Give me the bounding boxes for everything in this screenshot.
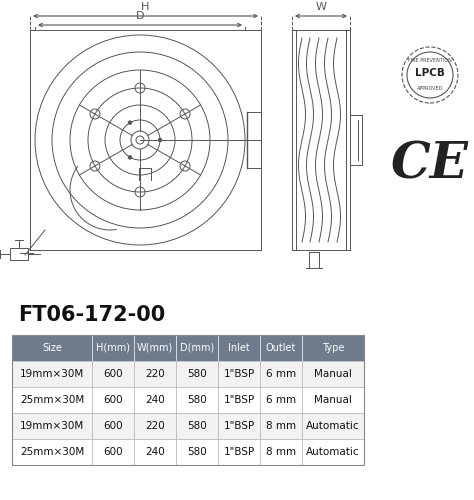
Bar — [302, 439, 364, 465]
Bar — [134, 413, 176, 439]
Text: 6 mm: 6 mm — [266, 395, 296, 405]
Text: 1"BSP: 1"BSP — [223, 447, 255, 457]
Text: Automatic: Automatic — [306, 447, 360, 457]
Bar — [260, 439, 302, 465]
Bar — [218, 335, 260, 361]
Text: 220: 220 — [145, 421, 165, 431]
Bar — [12, 361, 92, 387]
Bar — [176, 361, 218, 387]
Text: Manual: Manual — [314, 395, 352, 405]
Text: Inlet: Inlet — [228, 343, 250, 353]
Text: 600: 600 — [103, 421, 123, 431]
Text: 19mm×30M: 19mm×30M — [20, 421, 84, 431]
Bar — [302, 361, 364, 387]
Bar — [260, 361, 302, 387]
Text: 8 mm: 8 mm — [266, 447, 296, 457]
Text: 19mm×30M: 19mm×30M — [20, 369, 84, 379]
Text: 580: 580 — [187, 369, 207, 379]
Bar — [12, 335, 92, 361]
Circle shape — [407, 52, 453, 98]
Text: 1"BSP: 1"BSP — [223, 395, 255, 405]
Bar — [218, 439, 260, 465]
Bar — [218, 361, 260, 387]
Bar — [134, 439, 176, 465]
Bar — [12, 413, 92, 439]
Text: CE: CE — [391, 140, 469, 190]
Text: 220: 220 — [145, 369, 165, 379]
Text: Type: Type — [322, 343, 344, 353]
Circle shape — [128, 120, 132, 124]
Text: APPROVED: APPROVED — [417, 86, 443, 90]
Text: FT06-172-00: FT06-172-00 — [18, 305, 165, 325]
Bar — [134, 335, 176, 361]
Bar — [134, 361, 176, 387]
Bar — [302, 387, 364, 413]
Text: Outlet: Outlet — [266, 343, 296, 353]
Circle shape — [128, 156, 132, 160]
Text: 580: 580 — [187, 421, 207, 431]
Text: H: H — [141, 2, 150, 12]
Bar — [176, 439, 218, 465]
Text: H(mm): H(mm) — [96, 343, 130, 353]
Text: 240: 240 — [145, 395, 165, 405]
Text: 1"BSP: 1"BSP — [223, 369, 255, 379]
Bar — [260, 335, 302, 361]
Text: W(mm): W(mm) — [137, 343, 173, 353]
Text: W: W — [316, 2, 327, 12]
Text: 240: 240 — [145, 447, 165, 457]
Bar — [12, 335, 364, 465]
Bar — [218, 387, 260, 413]
Bar — [176, 387, 218, 413]
Text: 580: 580 — [187, 447, 207, 457]
Text: FIRE PREVENTION: FIRE PREVENTION — [408, 58, 452, 64]
Text: 25mm×30M: 25mm×30M — [20, 447, 84, 457]
Bar — [176, 413, 218, 439]
Text: 8 mm: 8 mm — [266, 421, 296, 431]
Text: 6 mm: 6 mm — [266, 369, 296, 379]
Bar — [92, 439, 134, 465]
Bar — [92, 413, 134, 439]
Bar — [12, 387, 92, 413]
Text: Size: Size — [42, 343, 62, 353]
Text: 600: 600 — [103, 447, 123, 457]
Bar — [302, 335, 364, 361]
Text: D: D — [136, 11, 144, 21]
Text: D(mm): D(mm) — [180, 343, 214, 353]
Text: 1"BSP: 1"BSP — [223, 421, 255, 431]
Text: 580: 580 — [187, 395, 207, 405]
Bar — [10, 248, 28, 260]
Bar — [260, 413, 302, 439]
Bar — [134, 387, 176, 413]
Bar — [176, 335, 218, 361]
Bar — [12, 439, 92, 465]
Text: 25mm×30M: 25mm×30M — [20, 395, 84, 405]
Text: LPCB: LPCB — [415, 68, 445, 78]
Circle shape — [158, 138, 162, 142]
Bar — [302, 413, 364, 439]
Bar — [92, 387, 134, 413]
Bar — [92, 335, 134, 361]
Bar — [92, 361, 134, 387]
Text: Automatic: Automatic — [306, 421, 360, 431]
Bar — [218, 413, 260, 439]
Text: 600: 600 — [103, 395, 123, 405]
Bar — [260, 387, 302, 413]
Text: Manual: Manual — [314, 369, 352, 379]
Text: 600: 600 — [103, 369, 123, 379]
